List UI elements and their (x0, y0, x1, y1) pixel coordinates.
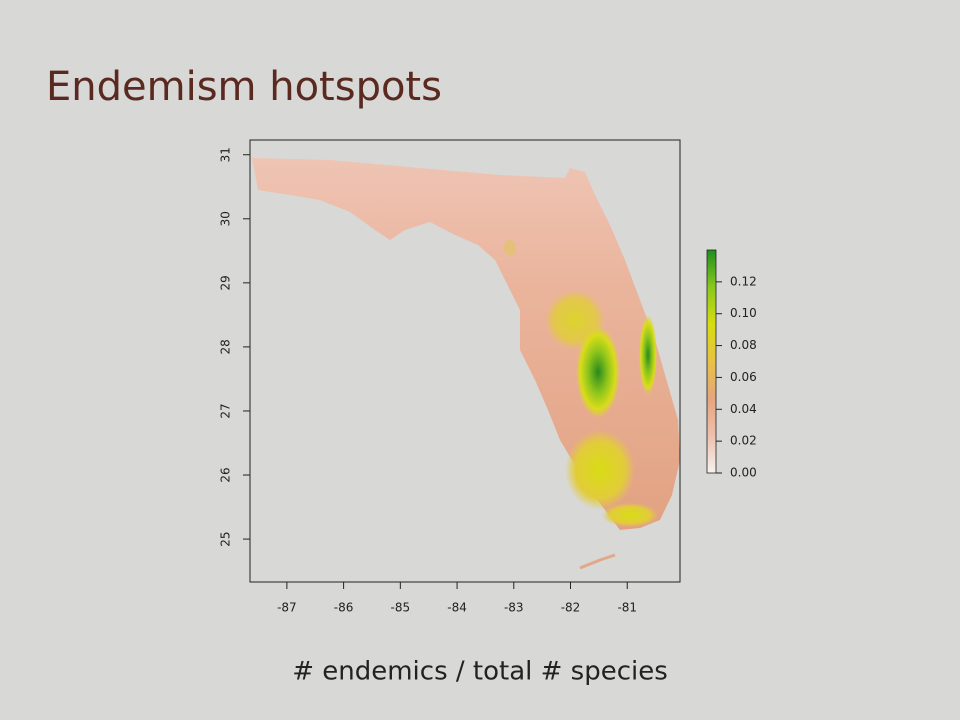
x-tick-label: -83 (504, 601, 524, 615)
axes: -87 -86 -85 -84 -83 -82 -81 25 26 27 28 29 30 31 0.00 0… (219, 147, 757, 614)
y-tick-label: 25 (219, 531, 233, 546)
slide-title: Endemism hotspots (46, 64, 442, 110)
x-tick-label: -81 (617, 601, 637, 615)
y-tick-label: 31 (219, 147, 233, 162)
y-tick-label: 28 (219, 339, 233, 354)
colorbar-tick-label: 0.02 (730, 434, 757, 448)
y-tick-label: 26 (219, 467, 233, 482)
caption: # endemics / total # species (292, 657, 668, 687)
colorbar-tick-label: 0.12 (730, 274, 757, 288)
x-tick-label: -85 (391, 601, 411, 615)
x-tick-label: -84 (447, 601, 467, 615)
colorbar-tick-label: 0.08 (730, 338, 757, 352)
x-tick-label: -86 (334, 601, 354, 615)
plot-frame (249, 139, 681, 583)
colorbar-tick-label: 0.06 (730, 370, 757, 384)
colorbar-tick-label: 0.10 (730, 306, 757, 320)
y-tick-label: 29 (219, 275, 233, 290)
x-tick-label: -82 (561, 601, 581, 615)
y-tick-label: 30 (219, 211, 233, 226)
florida-map (252, 158, 680, 570)
y-tick-label: 27 (219, 403, 233, 418)
colorbar (706, 249, 717, 474)
x-tick-label: -87 (277, 601, 297, 615)
colorbar-tick-label: 0.00 (730, 466, 757, 480)
colorbar-tick-label: 0.04 (730, 402, 757, 416)
